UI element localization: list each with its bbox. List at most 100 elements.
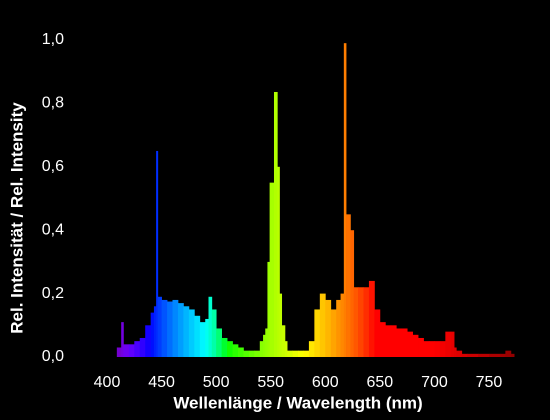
bar (379, 322, 386, 357)
bar (279, 293, 283, 357)
bar (467, 353, 479, 357)
bar (145, 325, 152, 357)
bar (510, 353, 515, 357)
bar (157, 296, 162, 357)
bar (161, 299, 168, 357)
y-tick-label: 0,4 (42, 221, 64, 238)
bar (340, 293, 345, 357)
x-tick-label: 700 (421, 374, 448, 391)
bar (325, 299, 332, 357)
x-tick-label: 450 (148, 374, 175, 391)
bar (396, 328, 403, 357)
bar (121, 322, 124, 357)
bar (221, 337, 228, 357)
bar (167, 301, 173, 357)
bar (273, 91, 278, 357)
bar (172, 299, 179, 357)
bar (374, 309, 381, 357)
bar (478, 353, 490, 357)
bar (423, 341, 430, 357)
bar (265, 328, 268, 357)
bar (445, 331, 452, 357)
bar (116, 347, 122, 357)
bar (303, 350, 310, 357)
bar (177, 303, 184, 357)
bar (208, 296, 213, 357)
bar (336, 299, 341, 357)
x-tick-label: 750 (476, 374, 503, 391)
bar (287, 350, 293, 357)
y-axis-label: Rel. Intensität / Rel. Intensity (7, 102, 26, 334)
x-tick-label: 400 (94, 374, 121, 391)
y-tick-label: 0,0 (42, 348, 64, 365)
x-tick-label: 650 (366, 374, 393, 391)
y-tick-label: 0,2 (42, 285, 64, 302)
bar (401, 328, 408, 357)
bar (461, 353, 468, 357)
bar (330, 309, 337, 357)
bar (134, 341, 141, 357)
bar (188, 309, 195, 357)
bar (243, 350, 250, 357)
bar (412, 334, 419, 357)
bar (139, 337, 146, 357)
bar (407, 331, 413, 357)
bar (232, 344, 239, 357)
bar (353, 287, 359, 357)
bar (358, 287, 364, 357)
bar (128, 344, 135, 357)
bar (156, 150, 159, 357)
bar (454, 347, 457, 357)
bar (297, 350, 304, 357)
bar (269, 182, 275, 357)
bar (505, 350, 512, 357)
bar (434, 341, 441, 357)
bar (450, 331, 455, 357)
bar (418, 337, 424, 357)
bar (284, 341, 288, 357)
bar (263, 334, 266, 357)
bar (308, 341, 315, 357)
y-tick-label: 0,8 (42, 95, 64, 112)
bar (199, 322, 206, 357)
bar (150, 312, 155, 357)
bar (350, 230, 355, 357)
bar (439, 341, 446, 357)
bar (153, 306, 157, 357)
bar (254, 350, 261, 357)
bar (248, 350, 255, 357)
bar (237, 347, 244, 357)
bar (343, 43, 347, 358)
bar (363, 287, 370, 357)
bar (314, 309, 321, 357)
bar (123, 344, 130, 357)
bar (211, 309, 217, 357)
bar (183, 306, 190, 357)
bar (216, 328, 222, 357)
bar (456, 350, 463, 357)
bar (499, 353, 506, 357)
bar (428, 341, 435, 357)
bar (277, 166, 280, 357)
bar (205, 318, 209, 357)
x-tick-label: 500 (203, 374, 230, 391)
x-tick-label: 550 (257, 374, 284, 391)
bar (488, 353, 501, 357)
y-tick-label: 0,6 (42, 158, 64, 175)
y-tick-label: 1,0 (42, 31, 64, 48)
bar (281, 325, 286, 357)
x-axis-label: Wellenlänge / Wavelength (nm) (173, 393, 422, 412)
bar (259, 341, 264, 357)
bar (227, 341, 233, 357)
bar (292, 350, 299, 357)
x-tick-label: 600 (312, 374, 339, 391)
bar (368, 280, 375, 357)
bar (267, 261, 271, 357)
bar (385, 325, 392, 357)
bar (194, 315, 201, 357)
bar (319, 293, 326, 357)
bar (390, 325, 397, 357)
bar (346, 214, 351, 357)
